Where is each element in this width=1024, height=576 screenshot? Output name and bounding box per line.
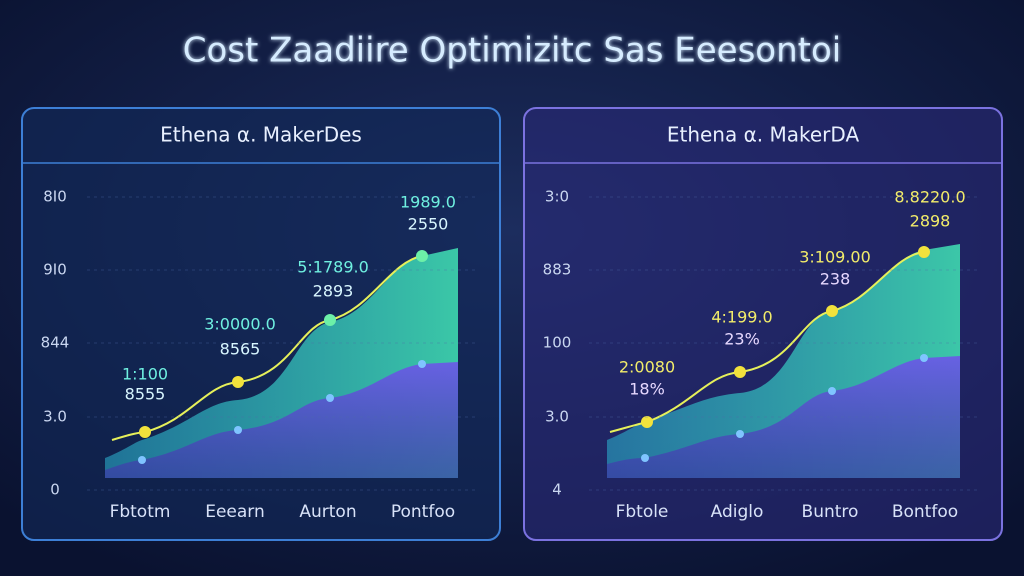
y-label: 9I0 xyxy=(43,261,67,279)
x-label: Buntro xyxy=(802,502,859,522)
y-label: 100 xyxy=(543,334,572,352)
y-label: 3.0 xyxy=(545,408,569,426)
y-label: 3:0 xyxy=(545,188,569,206)
y-label: 8I0 xyxy=(43,188,67,206)
annotation: 2550 xyxy=(408,215,449,234)
annotation: 2898 xyxy=(910,212,951,231)
x-label: Adiglo xyxy=(711,502,764,522)
annotation: 2:0080 xyxy=(619,358,675,377)
panel-title: Ethena α. MakerDes xyxy=(160,123,362,147)
y-label: 883 xyxy=(543,261,572,279)
annotation: 3:109.00 xyxy=(799,248,871,267)
x-label: Eeearn xyxy=(205,502,265,522)
annotation: 2893 xyxy=(313,282,354,301)
x-label: Fbtole xyxy=(616,502,669,522)
annotation: 1989.0 xyxy=(400,193,456,212)
annotation: 4:199.0 xyxy=(711,308,772,327)
x-label: Pontfoo xyxy=(391,502,455,522)
y-label: 3.0 xyxy=(43,408,67,426)
page-title: Cost Zaadiire Optimizitc Sas Eeesontoi xyxy=(183,31,842,71)
x-label: Fbtotm xyxy=(110,502,171,522)
annotation: 18% xyxy=(629,380,665,399)
annotation: 8565 xyxy=(220,340,261,359)
x-label: Aurton xyxy=(299,502,356,522)
annotation: 5:1789.0 xyxy=(297,258,369,277)
y-label: 0 xyxy=(50,481,60,499)
panel xyxy=(21,107,501,541)
y-label: 844 xyxy=(41,334,70,352)
x-label: Bontfoo xyxy=(892,502,958,522)
annotation: 3:0000.0 xyxy=(204,315,276,334)
annotation: 238 xyxy=(820,270,851,289)
panel xyxy=(523,107,1003,541)
y-label: 4 xyxy=(552,481,562,499)
annotation: 23% xyxy=(724,330,760,349)
annotation: 8555 xyxy=(125,385,166,404)
annotation: 1:100 xyxy=(122,365,168,384)
annotation: 8.8220.0 xyxy=(894,188,965,207)
panel-title: Ethena α. MakerDA xyxy=(667,123,860,147)
